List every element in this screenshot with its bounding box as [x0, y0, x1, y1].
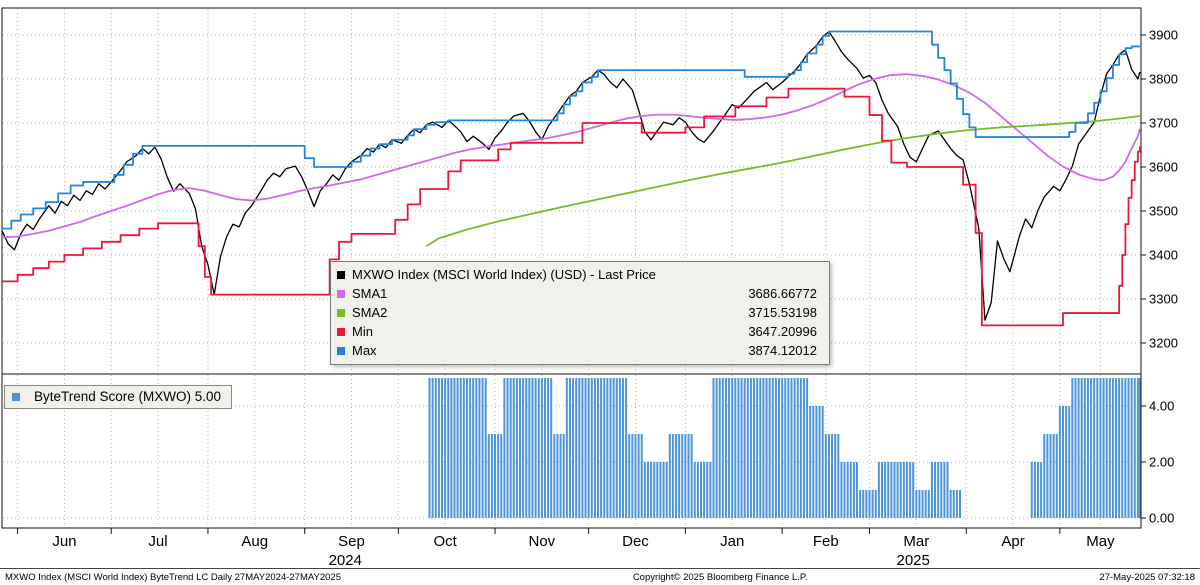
chart-legend[interactable]: MXWO Index (MSCI World Index) (USD) - La… [330, 261, 830, 365]
svg-text:3700: 3700 [1149, 116, 1178, 131]
bytetrend-legend[interactable]: ByteTrend Score (MXWO) 5.00 [4, 385, 233, 409]
legend-swatch-icon [337, 289, 345, 298]
svg-text:3500: 3500 [1149, 204, 1178, 219]
svg-text:Dec: Dec [622, 533, 649, 550]
legend-row: Max 3874.12012 [337, 341, 817, 360]
legend-series-value: 3715.53198 [748, 305, 817, 320]
svg-text:Mar: Mar [903, 533, 929, 550]
legend-series-label: Max [352, 343, 377, 358]
bytetrend-bars [428, 378, 1141, 518]
svg-text:3200: 3200 [1149, 336, 1178, 351]
svg-text:0.00: 0.00 [1149, 511, 1174, 526]
svg-text:Jul: Jul [148, 533, 167, 550]
svg-text:3600: 3600 [1149, 160, 1178, 175]
legend-series-label: SMA2 [352, 305, 388, 320]
svg-text:3800: 3800 [1149, 72, 1178, 87]
footer-copyright: Copyright© 2025 Bloomberg Finance L.P. [632, 571, 808, 583]
legend-series-value: 3686.66772 [748, 286, 817, 301]
series-max [2, 30, 1140, 230]
bytetrend-legend-label: ByteTrend Score (MXWO) 5.00 [34, 389, 222, 404]
svg-text:3300: 3300 [1149, 292, 1178, 307]
svg-text:Jan: Jan [720, 533, 744, 550]
price-series [1, 30, 1141, 327]
legend-series-label: MXWO Index (MSCI World Index) (USD) - La… [352, 267, 656, 282]
legend-swatch-icon [337, 327, 345, 336]
legend-series-value: 3874.12012 [748, 343, 817, 358]
legend-swatch-icon [337, 346, 345, 355]
svg-text:Nov: Nov [529, 533, 556, 550]
svg-text:4.00: 4.00 [1149, 399, 1174, 414]
svg-text:Aug: Aug [241, 533, 268, 550]
series-sma1 [1, 73, 1141, 239]
legend-series-value: 3647.20996 [748, 324, 817, 339]
axis-labels: 3200 3300 3400 3500 3600 3700 3800 3900 0.00 2.00… [17, 28, 1178, 568]
svg-text:Sep: Sep [338, 533, 365, 550]
legend-row: Min 3647.20996 [337, 322, 817, 341]
footer-chart-description: MXWO Index (MSCI World Index) ByteTrend … [5, 571, 341, 583]
svg-text:2.00: 2.00 [1149, 455, 1174, 470]
svg-text:2024: 2024 [329, 552, 362, 568]
legend-row: SMA1 3686.66772 [337, 284, 817, 303]
svg-text:2025: 2025 [897, 552, 930, 568]
series-min [2, 87, 1141, 327]
legend-row: SMA2 3715.53198 [337, 303, 817, 322]
svg-text:Jun: Jun [52, 533, 76, 550]
panel-borders [1, 7, 1142, 529]
legend-swatch-icon [337, 308, 345, 317]
footer-bar: MXWO Index (MSCI World Index) ByteTrend … [0, 568, 1200, 585]
legend-swatch-icon [337, 270, 345, 279]
svg-text:3900: 3900 [1149, 28, 1178, 43]
legend-series-label: SMA1 [352, 286, 388, 301]
chart-plot-area[interactable]: 3200 3300 3400 3500 3600 3700 3800 3900 0.00 2.00… [0, 0, 1200, 568]
svg-text:3400: 3400 [1149, 248, 1178, 263]
svg-text:Feb: Feb [813, 533, 839, 550]
svg-text:Apr: Apr [1001, 533, 1024, 550]
legend-series-label: Min [352, 324, 373, 339]
legend-row: MXWO Index (MSCI World Index) (USD) - La… [337, 265, 817, 284]
footer-timestamp: 27-May-2025 07:32:18 [1099, 571, 1195, 583]
series-sma2 [425, 115, 1141, 247]
svg-text:Oct: Oct [433, 533, 457, 550]
bytetrend-swatch-icon [12, 392, 20, 401]
svg-text:May: May [1086, 533, 1115, 550]
